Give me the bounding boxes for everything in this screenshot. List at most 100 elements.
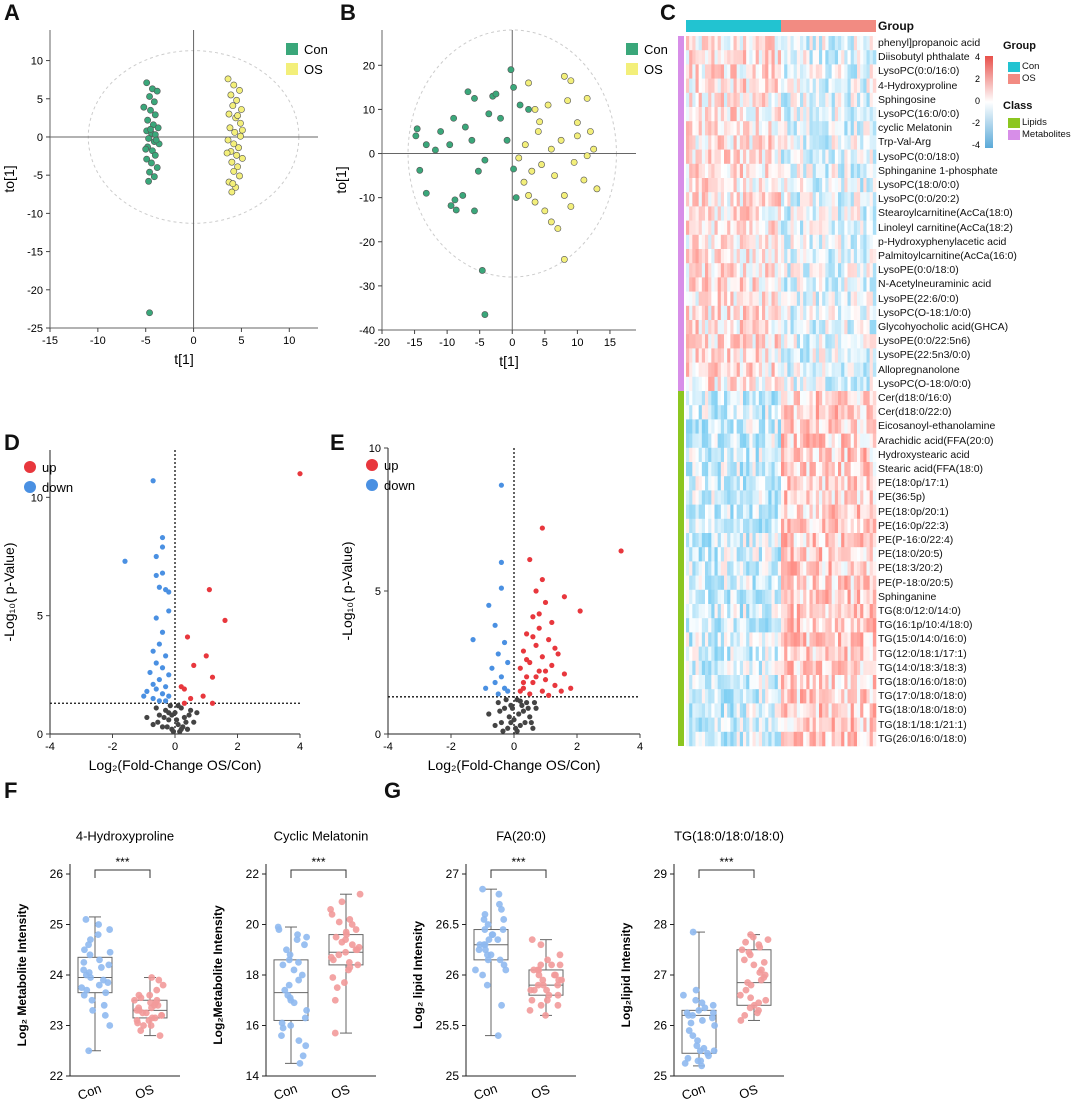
heatmap-cell [790, 618, 794, 633]
heatmap-cell [841, 689, 845, 704]
heatmap-cell [711, 263, 715, 278]
heatmap-cell [781, 490, 785, 505]
heatmap-cell [857, 533, 861, 548]
heatmap-cell [727, 604, 731, 619]
heatmap-cell [822, 504, 826, 520]
heatmap-cell [727, 646, 731, 662]
heatmap-cell [724, 660, 728, 676]
heatmap-cell [692, 391, 696, 406]
heatmap-cell [828, 618, 832, 633]
heatmap-cell [692, 731, 696, 747]
heatmap-cell [701, 78, 706, 94]
heatmap-cell [714, 391, 718, 406]
heatmap-cell [857, 391, 861, 406]
data-point-ns [519, 702, 525, 708]
heatmap-cell [762, 192, 766, 207]
heatmap-cell [733, 632, 737, 647]
heatmap-cell [819, 334, 823, 349]
heatmap-cell [822, 249, 826, 264]
heatmap-cell [803, 717, 807, 733]
data-point-os [327, 905, 334, 913]
heatmap-cell [774, 376, 779, 392]
data-point-os [229, 180, 237, 187]
heatmap-cell [695, 192, 699, 207]
heatmap-row-label: Stearic acid(FFA(18:0) [878, 463, 984, 475]
heatmap-cell [733, 178, 737, 193]
heatmap-cell [705, 561, 709, 576]
heatmap-cell [701, 149, 706, 165]
heatmap-cell [809, 561, 813, 576]
heatmap-cell [847, 618, 851, 633]
heatmap-cell [708, 334, 712, 349]
heatmap-cell [724, 149, 728, 165]
heatmap-cell [803, 149, 807, 165]
heatmap-cell [743, 50, 747, 65]
heatmap-cell [815, 92, 820, 108]
heatmap-cell [749, 92, 753, 108]
heatmap-cell [819, 92, 823, 108]
heatmap-cell [844, 334, 848, 349]
heatmap-cell [869, 533, 874, 548]
heatmap-cell [828, 433, 832, 449]
heatmap-cell [784, 291, 788, 307]
heatmap-cell [724, 391, 728, 406]
heatmap-cell [736, 589, 741, 605]
data-point-os [555, 976, 563, 984]
heatmap-cell [768, 121, 772, 136]
heatmap-cell [863, 618, 867, 633]
heatmap-cell [774, 632, 779, 647]
significance-bracket [94, 869, 151, 878]
heatmap-cell [733, 717, 737, 733]
heatmap-cell [755, 220, 760, 236]
heatmap-cell [841, 575, 845, 591]
data-point-con [80, 966, 88, 974]
heatmap-cell [755, 78, 760, 94]
heatmap-cell [774, 518, 779, 534]
heatmap-cell [689, 334, 693, 349]
heatmap-cell [863, 646, 867, 662]
heatmap-cell [695, 618, 699, 633]
heatmap-cell [755, 320, 760, 335]
heatmap-cell [793, 518, 798, 534]
heatmap-cell [872, 490, 877, 505]
data-point-down [159, 544, 166, 550]
heatmap-cell [787, 618, 791, 633]
heatmap-cell [727, 121, 731, 136]
data-point-os [137, 1027, 145, 1034]
heatmap-cell [853, 220, 858, 236]
heatmap-cell [844, 149, 848, 165]
heatmap-cell [853, 518, 858, 534]
data-point-os [560, 256, 568, 263]
heatmap-cell [863, 660, 867, 676]
heatmap-cell [686, 504, 690, 520]
heatmap-cell [686, 462, 690, 477]
heatmap-cell [752, 291, 756, 307]
heatmap-cell [698, 305, 703, 321]
heatmap-cell [705, 149, 709, 165]
x-tick-label: -4 [45, 741, 55, 753]
heatmap-cell [755, 206, 760, 221]
heatmap-cell [695, 135, 699, 150]
heatmap-cell [736, 689, 741, 704]
heatmap-cell [806, 646, 810, 662]
heatmap-cell [701, 135, 706, 150]
heatmap-cell [844, 646, 848, 662]
heatmap-cell [686, 121, 690, 136]
heatmap-cell [806, 433, 810, 449]
heatmap-cell [822, 433, 826, 449]
heatmap-cell [812, 675, 817, 690]
heatmap-cell [698, 320, 703, 335]
heatmap-cell [787, 490, 791, 505]
data-point-ns [527, 714, 533, 720]
heatmap-cell [686, 376, 690, 392]
heatmap-cell [822, 561, 826, 576]
heatmap-cell [800, 689, 804, 704]
legend-swatch-down [24, 481, 36, 493]
heatmap-cell [746, 149, 750, 165]
heatmap-cell [834, 589, 839, 605]
heatmap-cell [787, 277, 791, 292]
heatmap-cell [765, 575, 769, 591]
heatmap-cell [781, 121, 785, 136]
heatmap-row-label: LysoPC(0:0/16:0) [878, 65, 960, 78]
heatmap-cell [768, 518, 772, 534]
